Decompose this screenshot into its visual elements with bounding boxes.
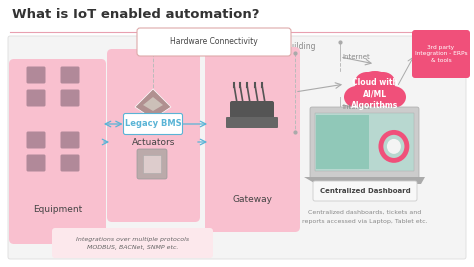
Text: System Architecture for a Smart Building: System Architecture for a Smart Building [158, 42, 316, 51]
Text: Cloud with
AI/ML
Algorithms: Cloud with AI/ML Algorithms [351, 78, 399, 110]
FancyBboxPatch shape [316, 115, 369, 169]
Text: Gateway: Gateway [233, 194, 273, 203]
Ellipse shape [371, 72, 395, 92]
FancyBboxPatch shape [230, 101, 274, 121]
Text: What is IoT enabled automation?: What is IoT enabled automation? [12, 8, 259, 21]
Text: Centralized dashboards, tickets and: Centralized dashboards, tickets and [309, 210, 422, 214]
Ellipse shape [361, 71, 389, 89]
FancyBboxPatch shape [61, 89, 80, 107]
FancyBboxPatch shape [313, 181, 417, 201]
Text: Hardware Connectivity: Hardware Connectivity [170, 37, 258, 46]
FancyBboxPatch shape [226, 117, 278, 128]
FancyBboxPatch shape [143, 155, 161, 173]
Ellipse shape [387, 139, 401, 154]
FancyBboxPatch shape [27, 132, 46, 148]
FancyBboxPatch shape [315, 113, 414, 171]
Text: Sensors &
Actuators: Sensors & Actuators [131, 127, 176, 147]
Polygon shape [304, 177, 425, 184]
Text: Internet: Internet [342, 54, 370, 60]
FancyBboxPatch shape [412, 30, 470, 78]
Polygon shape [143, 97, 163, 111]
Ellipse shape [355, 72, 379, 92]
FancyBboxPatch shape [52, 228, 213, 258]
FancyBboxPatch shape [310, 107, 419, 179]
FancyBboxPatch shape [27, 155, 46, 171]
FancyBboxPatch shape [137, 149, 167, 179]
FancyBboxPatch shape [124, 113, 182, 135]
Text: reports accessed via Laptop, Tablet etc.: reports accessed via Laptop, Tablet etc. [302, 219, 428, 225]
FancyBboxPatch shape [27, 89, 46, 107]
FancyBboxPatch shape [137, 28, 291, 56]
FancyBboxPatch shape [61, 132, 80, 148]
Ellipse shape [353, 77, 397, 107]
Text: Centralized Dashboard: Centralized Dashboard [319, 188, 410, 194]
FancyBboxPatch shape [9, 59, 106, 244]
FancyBboxPatch shape [8, 36, 466, 259]
Text: Legacy BMS: Legacy BMS [125, 120, 182, 128]
FancyBboxPatch shape [61, 66, 80, 84]
FancyBboxPatch shape [205, 47, 300, 232]
Text: Integrations over multiple protocols: Integrations over multiple protocols [76, 237, 189, 241]
Polygon shape [135, 89, 171, 119]
FancyBboxPatch shape [61, 155, 80, 171]
Ellipse shape [380, 86, 406, 108]
FancyBboxPatch shape [107, 49, 200, 222]
Text: Internet: Internet [342, 104, 370, 110]
Text: 3rd party
Integration - ERPs
& tools: 3rd party Integration - ERPs & tools [415, 45, 467, 63]
Text: MODBUS, BACNet, SNMP etc.: MODBUS, BACNet, SNMP etc. [87, 245, 178, 250]
FancyBboxPatch shape [27, 66, 46, 84]
Ellipse shape [344, 86, 370, 108]
Text: Equipment: Equipment [33, 205, 82, 214]
